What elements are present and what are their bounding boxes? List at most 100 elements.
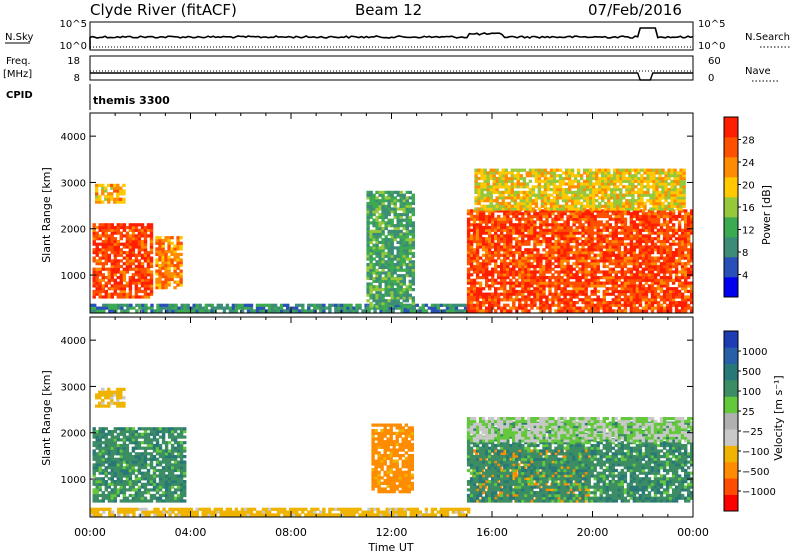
heatmap-cell [573,196,578,200]
heatmap-cell [436,306,441,310]
heatmap-cell [104,231,108,235]
heatmap-cell [164,283,168,287]
heatmap-cell [664,199,668,203]
heatmap-cell [569,214,573,219]
heatmap-cell [509,237,513,241]
heatmap-cell [611,276,615,280]
heatmap-cell [572,217,576,221]
nsky-tick-high: 10^5 [60,19,87,30]
heatmap-cell [515,251,519,255]
heatmap-cell [501,201,505,206]
heatmap-cell [524,264,528,269]
heatmap-cell [659,298,664,302]
heatmap-cell [95,432,99,436]
heatmap-cell [469,245,474,249]
heatmap-cell [480,182,484,186]
heatmap-cell [110,443,114,448]
heatmap-cell [614,298,618,302]
heatmap-cell [107,485,111,489]
heatmap-cell [491,284,495,288]
heatmap-cell [418,309,422,313]
heatmap-cell [570,171,575,175]
heatmap-cell [469,234,474,238]
heatmap-cell [137,264,142,269]
heatmap-cell [557,214,561,219]
heatmap-cell [601,199,605,203]
heatmap-cell [369,215,373,219]
heatmap-cell [679,204,683,208]
heatmap-cell [95,496,99,500]
beam-label: Beam 12 [355,1,422,19]
heatmap-cell [653,273,658,277]
heatmap-cell [566,226,570,230]
heatmap-cell [647,237,652,241]
heatmap-cell [671,259,676,263]
heatmap-cell [690,281,694,285]
heatmap-cell [515,259,519,263]
heatmap-cell [673,176,677,181]
heatmap-cell [387,199,391,203]
heatmap-cell [515,270,519,274]
heatmap-cell [623,276,628,280]
heatmap-cell [393,213,397,217]
heatmap-cell [104,482,108,486]
heatmap-cell [563,226,567,230]
heatmap-cell [475,289,480,294]
heatmap-cell [687,217,691,221]
heatmap-cell [661,179,665,183]
heatmap-cell [503,273,507,277]
heatmap-cell [411,232,415,236]
heatmap-cell [466,223,471,227]
heatmap-cell [267,309,272,313]
heatmap-cell [503,281,507,285]
heatmap-cell [134,226,139,230]
heatmap-cell [125,251,130,255]
heatmap-cell [521,214,525,219]
heatmap-cell [665,214,670,219]
heatmap-cell [143,239,148,244]
heatmap-cell [107,270,111,274]
heatmap-cell [488,214,492,219]
heatmap-cell [381,246,385,250]
heatmap-cell [668,248,673,252]
heatmap-cell [629,262,634,266]
heatmap-cell [628,199,632,203]
heatmap-cell [98,457,102,461]
heatmap-cell [656,228,661,232]
heatmap-cell [578,292,582,296]
heatmap-cell [143,270,148,274]
heatmap-cell [572,281,576,285]
heatmap-cell [149,239,154,244]
heatmap-cell [390,218,394,222]
heatmap-cell [583,188,587,192]
heatmap-cell [503,237,507,241]
heatmap-cell [617,242,621,246]
heatmap-cell [563,242,567,246]
heatmap-cell [252,309,257,313]
heatmap-cell [399,215,403,219]
heatmap-cell [119,485,123,489]
heatmap-cell [667,207,671,211]
heatmap-cell [684,226,688,230]
heatmap-cell [552,199,557,203]
heatmap-cell [572,309,576,313]
heatmap-cell [629,259,634,263]
heatmap-cell [542,278,546,282]
heatmap-cell [507,196,511,200]
heatmap-cell [95,192,99,196]
heatmap-cell [367,306,371,310]
heatmap-cell [659,303,664,307]
heatmap-cell [575,281,579,285]
heatmap-cell [545,245,549,249]
heatmap-cell [170,250,174,254]
heatmap-cell [481,242,486,246]
heatmap-cell [492,179,496,183]
heatmap-cell [579,176,584,181]
heatmap-cell [472,287,477,291]
heatmap-cell [393,215,397,219]
heatmap-cell [557,276,561,280]
heatmap-cell [506,276,510,280]
heatmap-cell [677,220,682,224]
heatmap-cell [500,226,504,230]
heatmap-cell [375,240,379,244]
